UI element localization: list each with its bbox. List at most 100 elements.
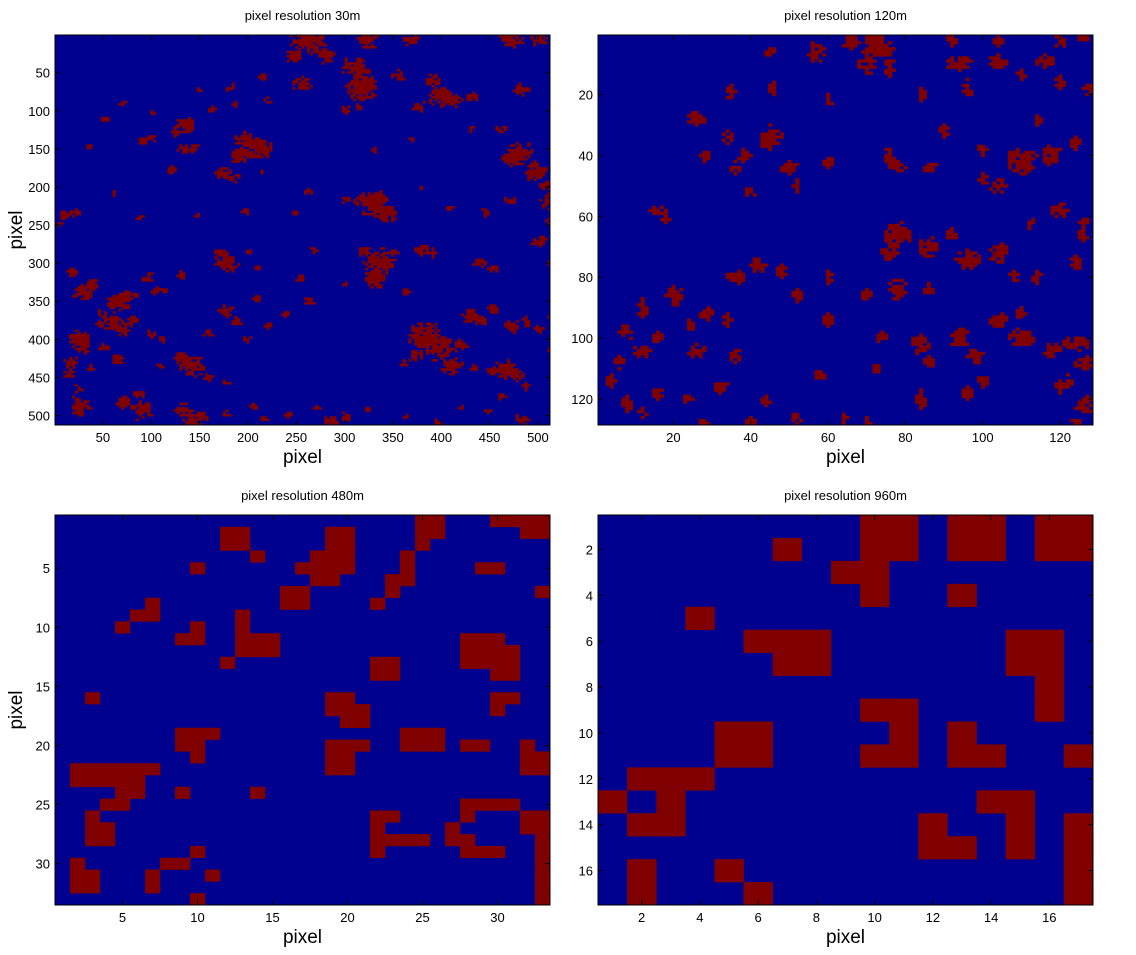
heatmap-cell (367, 89, 371, 93)
heatmap-cell (524, 423, 528, 425)
heatmap-cell (263, 148, 267, 152)
heatmap-cell (193, 365, 197, 369)
heatmap-cell (234, 265, 238, 269)
heatmap-cell (254, 404, 258, 408)
heatmap-cell (891, 159, 897, 164)
heatmap-cell (379, 208, 383, 211)
heatmap-cell (150, 272, 154, 275)
heatmap-cell (89, 285, 93, 289)
heatmap-cell (571, 252, 574, 255)
heatmap-cell (996, 260, 1001, 264)
heatmap-cell (182, 354, 186, 358)
heatmap-cell (729, 169, 734, 173)
heatmap-cell (577, 414, 580, 417)
heatmap-cell (504, 160, 508, 163)
heatmap-cell (1062, 214, 1067, 219)
heatmap-cell (428, 82, 432, 86)
heatmap-cell (100, 347, 105, 351)
heatmap-cell (980, 175, 986, 179)
heatmap-cell (868, 59, 873, 63)
heatmap-cell (176, 148, 180, 152)
heatmap-cell (147, 331, 151, 335)
heatmap-cell (559, 325, 562, 328)
heatmap-cell (222, 311, 226, 314)
heatmap-cell (880, 50, 885, 54)
heatmap-cell (303, 301, 308, 305)
heatmap-cell (298, 279, 302, 282)
heatmap-cell (868, 44, 873, 48)
heatmap-cell (533, 240, 537, 243)
heatmap-cell (826, 321, 831, 325)
heatmap-cell (359, 73, 363, 77)
heatmap-cell (880, 336, 885, 340)
heatmap-cell (399, 71, 403, 74)
heatmap-cell (472, 126, 476, 129)
heatmap-cell (266, 96, 270, 99)
heatmap-cell (248, 137, 253, 141)
heatmap-cell (822, 162, 827, 167)
heatmap-cell (390, 265, 395, 269)
heatmap-cell (961, 388, 966, 392)
heatmap-cell (382, 212, 386, 216)
heatmap-cell (891, 297, 897, 301)
heatmap-cell (492, 311, 496, 314)
heatmap-cell (306, 39, 311, 42)
heatmap-cell (74, 397, 79, 401)
heatmap-cell (451, 98, 456, 102)
heatmap-cell (961, 62, 966, 66)
heatmap-cell (364, 96, 369, 99)
heatmap-cell (524, 416, 528, 419)
heatmap-cell (248, 146, 253, 150)
heatmap-cell (332, 52, 337, 56)
heatmap-cell (721, 385, 726, 389)
heatmap-cell (801, 652, 832, 676)
heatmap-cell (490, 645, 506, 658)
heatmap-cell (1027, 156, 1032, 161)
heatmap-cell (472, 365, 476, 369)
heatmap-cell (309, 46, 313, 49)
heatmap-cell (1062, 385, 1067, 389)
heatmap-cell (524, 153, 528, 157)
heatmap-cell (483, 215, 487, 218)
heatmap-cell (725, 321, 730, 325)
heatmap-cell (443, 91, 447, 95)
heatmap-cell (984, 147, 989, 152)
heatmap-cell (466, 94, 470, 97)
heatmap-cell (725, 129, 730, 133)
heatmap-cell (448, 206, 453, 209)
heatmap-cell (1085, 400, 1090, 404)
heatmap-cell (370, 276, 374, 280)
heatmap-cell (585, 350, 588, 353)
heatmap-cell (364, 249, 369, 253)
heatmap-cell (483, 320, 487, 323)
heatmap-cell (535, 881, 550, 894)
heatmap-cell (475, 260, 479, 264)
heatmap-cell (176, 407, 180, 410)
heatmap-cell (795, 287, 800, 292)
heatmap-cell (69, 267, 73, 271)
heatmap-cell (208, 377, 212, 380)
heatmap-cell (185, 402, 189, 406)
heatmap-cell (77, 288, 81, 291)
heatmap-cell (367, 201, 371, 205)
heatmap-cell (419, 356, 424, 360)
heatmap-cell (737, 156, 742, 161)
heatmap-cell (190, 372, 195, 376)
heatmap-cell (1058, 211, 1063, 216)
heatmap-cell (605, 376, 610, 380)
heatmap-cell (359, 41, 363, 45)
heatmap-cell (565, 247, 568, 250)
heatmap-cell (222, 176, 226, 179)
heatmap-cell (141, 391, 145, 394)
heatmap-cell (225, 265, 229, 269)
heatmap-cell (911, 336, 916, 340)
heatmap-cell (428, 78, 432, 81)
heatmap-cell (306, 48, 311, 51)
heatmap-cell (318, 39, 322, 42)
heatmap-cell (443, 94, 447, 97)
heatmap-cell (656, 391, 661, 395)
heatmap-cell (414, 41, 418, 45)
heatmap-cell (141, 215, 145, 218)
heatmap-cell (379, 201, 383, 205)
heatmap-cell (760, 397, 765, 401)
